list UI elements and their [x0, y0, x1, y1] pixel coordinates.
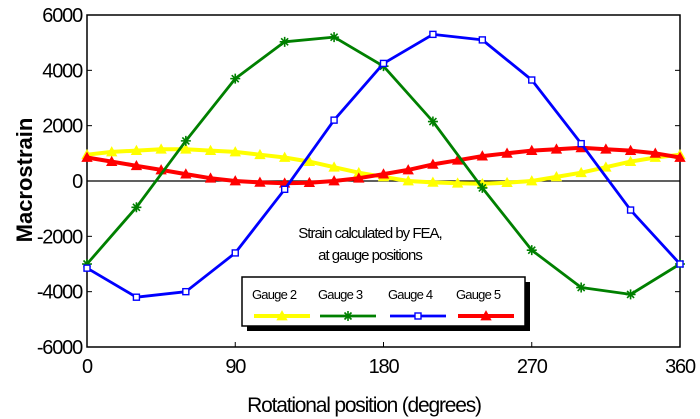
legend-item-gauge-3: Gauge 3	[318, 287, 376, 321]
data-point-gauge-5	[600, 143, 612, 154]
data-point-gauge-5	[204, 172, 217, 183]
data-point-gauge-2	[550, 171, 563, 182]
data-point-gauge-5	[501, 147, 513, 158]
legend-marker	[343, 311, 353, 321]
data-point-gauge-4	[182, 287, 190, 296]
legend-marker	[480, 310, 492, 321]
data-point-gauge-4	[83, 264, 91, 272]
annotation-line-2: at gauge positions	[318, 247, 422, 264]
data-point-gauge-4	[626, 206, 635, 214]
data-point-gauge-5	[353, 172, 365, 183]
data-point-gauge-5	[476, 150, 489, 161]
data-point-gauge-2	[180, 143, 192, 154]
data-point-gauge-5	[180, 168, 192, 179]
data-point-gauge-3	[477, 182, 488, 193]
series-layer	[81, 30, 686, 301]
data-point-gauge-2	[303, 155, 316, 167]
data-point-gauge-2	[624, 155, 637, 167]
data-point-gauge-5	[674, 151, 686, 162]
data-point-gauge-5	[81, 151, 93, 162]
x-tick-label: 180	[369, 356, 400, 378]
data-point-gauge-2	[427, 176, 439, 187]
data-point-gauge-4	[379, 59, 388, 68]
series-gauge-4	[83, 30, 684, 301]
data-point-gauge-3	[427, 116, 438, 127]
legend-label: Gauge 5	[456, 287, 501, 302]
data-point-gauge-2	[204, 144, 217, 155]
legend-marker	[414, 312, 422, 320]
x-axis-title: Rotational position (degrees)	[247, 394, 481, 417]
data-point-gauge-2	[229, 146, 241, 157]
x-tick-label: 360	[665, 356, 696, 378]
y-tick-label: -6000	[37, 337, 83, 359]
y-axis-title: Macrostrain	[12, 118, 37, 243]
data-point-gauge-5	[303, 176, 316, 188]
data-point-gauge-3	[576, 282, 587, 293]
legend: Gauge 2 Gauge 3 Gauge 4 Gauge 5	[241, 276, 530, 331]
data-point-gauge-4	[429, 30, 437, 39]
data-point-gauge-5	[229, 175, 241, 186]
data-point-gauge-4	[280, 185, 289, 194]
data-point-gauge-5	[649, 147, 661, 158]
data-point-gauge-2	[155, 143, 167, 154]
data-point-gauge-5	[130, 159, 143, 171]
data-point-gauge-5	[427, 158, 439, 169]
data-point-gauge-2	[575, 166, 587, 178]
data-point-gauge-4	[577, 139, 585, 148]
data-point-gauge-5	[550, 143, 563, 154]
data-point-gauge-4	[478, 36, 487, 44]
data-point-gauge-3	[180, 135, 191, 146]
legend-label: Gauge 3	[318, 287, 363, 302]
data-point-gauge-3	[329, 32, 340, 43]
data-point-gauge-3	[230, 73, 241, 84]
y-tick-label: 6000	[42, 5, 83, 27]
legend-label: Gauge 4	[388, 287, 433, 302]
legend-label: Gauge 2	[252, 287, 297, 302]
data-point-gauge-2	[526, 175, 538, 186]
data-point-gauge-3	[131, 202, 142, 213]
legend-item-gauge-2: Gauge 2	[252, 287, 310, 321]
data-point-gauge-2	[278, 151, 291, 162]
data-point-gauge-4	[231, 249, 239, 257]
y-tick-label: 0	[72, 171, 83, 193]
data-point-gauge-3	[279, 36, 290, 47]
data-point-gauge-3	[526, 245, 537, 256]
data-point-gauge-5	[328, 175, 340, 186]
y-tick-label: -2000	[37, 226, 83, 248]
data-point-gauge-2	[501, 176, 513, 188]
x-tick-label: 270	[517, 356, 548, 378]
data-point-gauge-2	[130, 144, 143, 155]
y-tick-label: -4000	[37, 282, 83, 304]
data-point-gauge-3	[625, 289, 636, 300]
data-point-gauge-3	[82, 259, 92, 269]
data-point-gauge-2	[254, 148, 266, 160]
data-point-gauge-2	[402, 175, 414, 186]
x-axis: 0 90 180 270 360	[82, 342, 697, 378]
data-point-gauge-5	[624, 144, 637, 155]
data-point-gauge-5	[526, 144, 538, 155]
data-point-gauge-5	[254, 176, 266, 187]
data-point-gauge-2	[328, 161, 340, 172]
y-axis: 6000 4000 2000 0 -2000 -4000 -6000	[37, 5, 680, 359]
data-point-gauge-4	[676, 260, 684, 268]
x-tick-label: 90	[225, 356, 246, 378]
legend-marker	[276, 310, 288, 321]
x-tick-label: 0	[82, 356, 93, 378]
data-point-gauge-4	[528, 76, 536, 84]
legend-item-gauge-4: Gauge 4	[388, 287, 446, 320]
data-point-gauge-2	[600, 161, 612, 172]
data-point-gauge-5	[106, 155, 118, 167]
data-point-gauge-5	[402, 164, 414, 175]
legend-item-gauge-5: Gauge 5	[456, 287, 514, 321]
annotation-line-1: Strain calculated by FEA,	[298, 225, 441, 242]
data-point-gauge-4	[132, 293, 141, 301]
data-point-gauge-2	[451, 177, 464, 188]
y-tick-label: 4000	[42, 60, 83, 82]
y-tick-label: 2000	[42, 116, 83, 138]
data-point-gauge-4	[330, 116, 338, 124]
data-point-gauge-5	[377, 168, 390, 179]
